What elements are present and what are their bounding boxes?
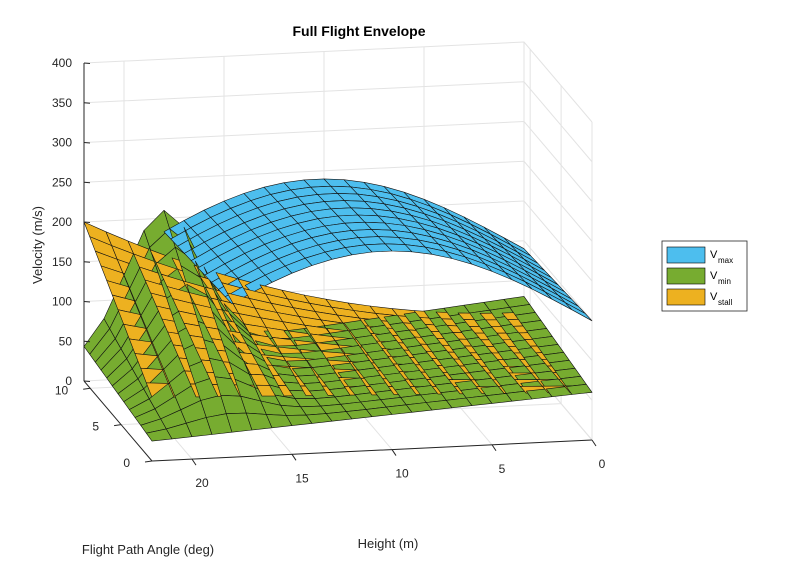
vmax-surface-patch — [564, 302, 593, 322]
legend-entry-vmin: V min — [666, 267, 731, 286]
x-tick-label: 0 — [599, 457, 606, 471]
x-tick-mark — [491, 444, 497, 452]
x-tick-mark — [391, 449, 397, 456]
y-tick-label: 10 — [55, 383, 69, 397]
z-tick-mark — [83, 261, 91, 263]
y-tick-mark — [83, 387, 91, 390]
z-tick-mark — [83, 340, 91, 343]
vmin-surface-patch — [565, 383, 593, 395]
x-tick-mark — [191, 458, 197, 466]
legend-label-vmin: V — [710, 270, 718, 282]
z-tick-label: 50 — [59, 334, 73, 348]
z-tick-mark — [83, 301, 91, 303]
y-axis-label: Flight Path Angle (deg) — [82, 542, 214, 557]
x-tick-label: 20 — [195, 476, 209, 490]
legend-sub-vmin: min — [718, 277, 731, 286]
z-tick-label: 200 — [52, 215, 72, 229]
x-tick-label: 10 — [395, 467, 409, 481]
y-tick-mark — [144, 460, 153, 463]
z-tick-label: 100 — [52, 295, 72, 309]
z-tick-mark — [83, 102, 91, 104]
x-tick-mark — [591, 439, 597, 447]
legend-entry-vmax: V max — [666, 246, 733, 265]
z-tick-label: 350 — [52, 96, 72, 110]
x-axis-label: Height (m) — [358, 536, 419, 551]
y-axis-line — [83, 380, 153, 462]
z-tick-mark — [83, 142, 91, 144]
legend-label-vstall: V — [710, 291, 718, 303]
legend-swatch-vmin — [666, 267, 706, 285]
x-axis-line — [151, 439, 593, 462]
legend-label-vmax: V — [710, 249, 718, 261]
legend-swatch-vmax — [666, 246, 706, 264]
z-tick-mark — [83, 62, 91, 64]
legend-entry-vstall: V stall — [666, 288, 732, 307]
x-tick-label: 15 — [295, 471, 309, 485]
legend-sub-vstall: stall — [718, 298, 732, 307]
z-tick-label: 300 — [52, 136, 72, 150]
z-tick-mark — [83, 181, 91, 184]
z-tick-label: 250 — [52, 175, 72, 189]
legend-sub-vmax: max — [718, 256, 733, 265]
y-tick-mark — [114, 424, 122, 427]
z-tick-mark — [83, 221, 91, 223]
z-axis-label: Velocity (m/s) — [30, 206, 45, 284]
y-tick-label: 5 — [92, 420, 99, 434]
z-tick-label: 400 — [52, 56, 72, 70]
z-tick-label: 0 — [65, 374, 72, 388]
z-tick-mark — [83, 380, 91, 382]
z-tick-label: 150 — [52, 255, 72, 269]
chart-title: Full Flight Envelope — [293, 23, 426, 39]
legend-swatch-vstall — [666, 288, 706, 306]
legend: V max V min V stall — [661, 240, 748, 312]
x-tick-mark — [291, 454, 297, 461]
chart-surfaces — [83, 178, 593, 442]
x-tick-label: 5 — [499, 462, 506, 476]
y-tick-label: 0 — [123, 456, 130, 470]
